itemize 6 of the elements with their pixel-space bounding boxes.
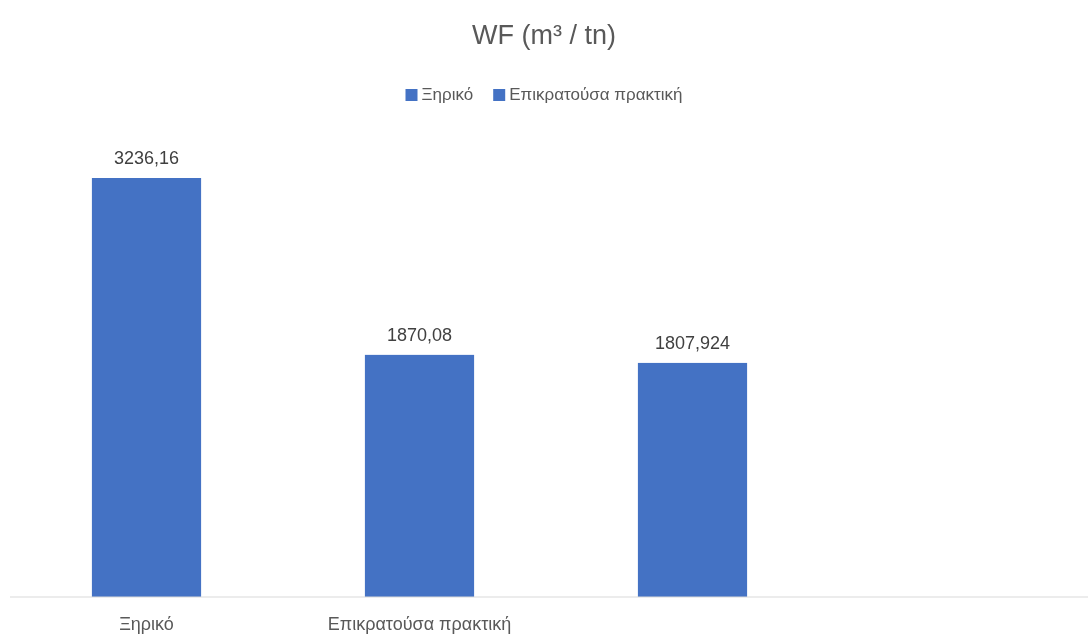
legend-label: Επικρατούσα πρακτική (509, 85, 683, 104)
data-label: 1807,924 (654, 332, 731, 353)
data-label: 1870,08 (386, 324, 453, 345)
legend-label: Ξηρικό (421, 85, 474, 104)
chart-title: WF (m³ / tn) (472, 20, 616, 50)
data-label: 3236,16 (113, 148, 180, 168)
